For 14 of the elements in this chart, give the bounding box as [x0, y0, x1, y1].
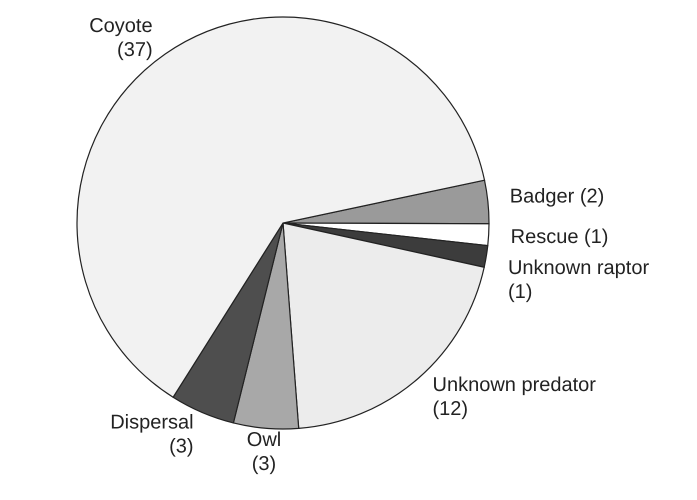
slice-label: Owl	[246, 429, 282, 452]
data-label: (3)	[169, 436, 194, 458]
data-label: (3)	[252, 453, 276, 476]
data-label: (1)	[584, 226, 608, 248]
data-label: (12)	[432, 398, 468, 420]
slice-label: Coyote	[89, 14, 153, 37]
data-label: (37)	[117, 38, 153, 61]
data-label: (2)	[580, 186, 604, 208]
slice-label: Dispersal	[110, 412, 194, 434]
data-label: (1)	[508, 281, 532, 304]
slice-label: Badger	[510, 186, 574, 208]
slice-label: Unknown raptor	[508, 257, 650, 280]
slice-label: Rescue	[510, 226, 578, 248]
slice-label: Unknown predator	[432, 374, 596, 396]
